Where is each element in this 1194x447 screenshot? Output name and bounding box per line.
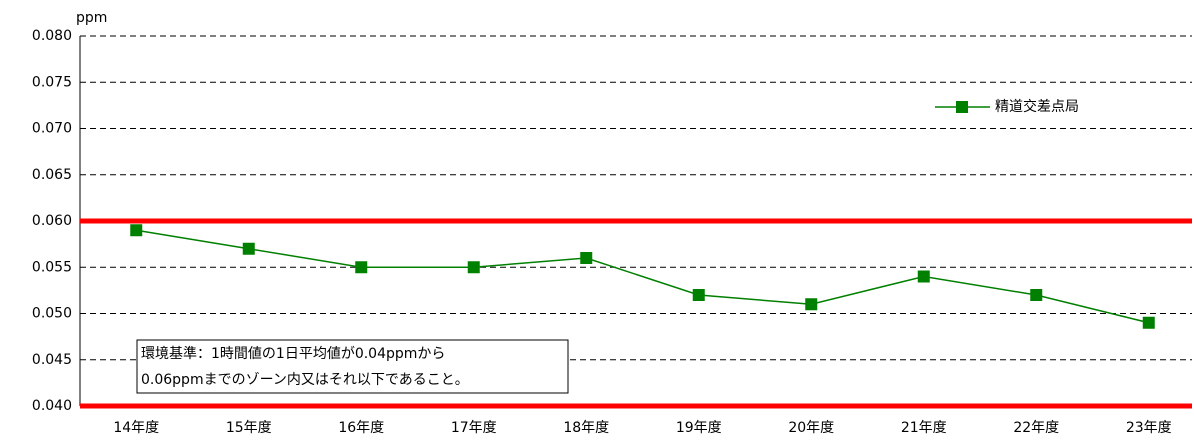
y-tick-label: 0.040 [32,398,72,414]
y-tick-label: 0.055 [32,259,72,275]
legend-marker [956,101,968,113]
y-tick-label: 0.050 [32,306,72,322]
y-tick-label: 0.045 [32,352,72,368]
point [692,289,705,301]
y-tick-label: 0.065 [32,167,72,183]
point [467,261,480,274]
point [917,270,930,283]
annotation: 0.06ppmまでのゾーン内又はそれ以下であること。 [141,372,469,388]
legend-label: 精道交差点局 [995,98,1079,115]
point [805,298,818,311]
x-tick-label: 16年度 [338,420,384,436]
x-tick-label: 15年度 [226,420,272,436]
x-tick-label: 19年度 [676,420,722,436]
x-tick-label: 22年度 [1013,420,1059,436]
y-tick-label: 0.075 [32,74,72,90]
point [355,261,368,274]
y-tick-label: 0.080 [32,28,72,44]
point [242,242,255,255]
point [1142,316,1155,329]
x-tick-label: 20年度 [788,420,834,436]
point [1030,289,1043,301]
point [580,252,593,264]
y-tick-label: 0.060 [32,213,72,229]
y-unit: ppm [76,10,107,26]
y-tick-label: 0.070 [32,121,72,137]
x-tick-label: 17年度 [451,420,497,436]
annotation: 環境基準：1時間値の1日平均値が0.04ppmから [141,345,445,362]
series-line [136,229,1149,324]
x-tick-label: 18年度 [563,420,609,436]
point [130,224,143,237]
x-tick-label: 21年度 [901,420,947,436]
x-tick-label: 14年度 [113,420,159,436]
annotation-box [136,339,569,394]
x-tick-label: 23年度 [1126,420,1172,436]
